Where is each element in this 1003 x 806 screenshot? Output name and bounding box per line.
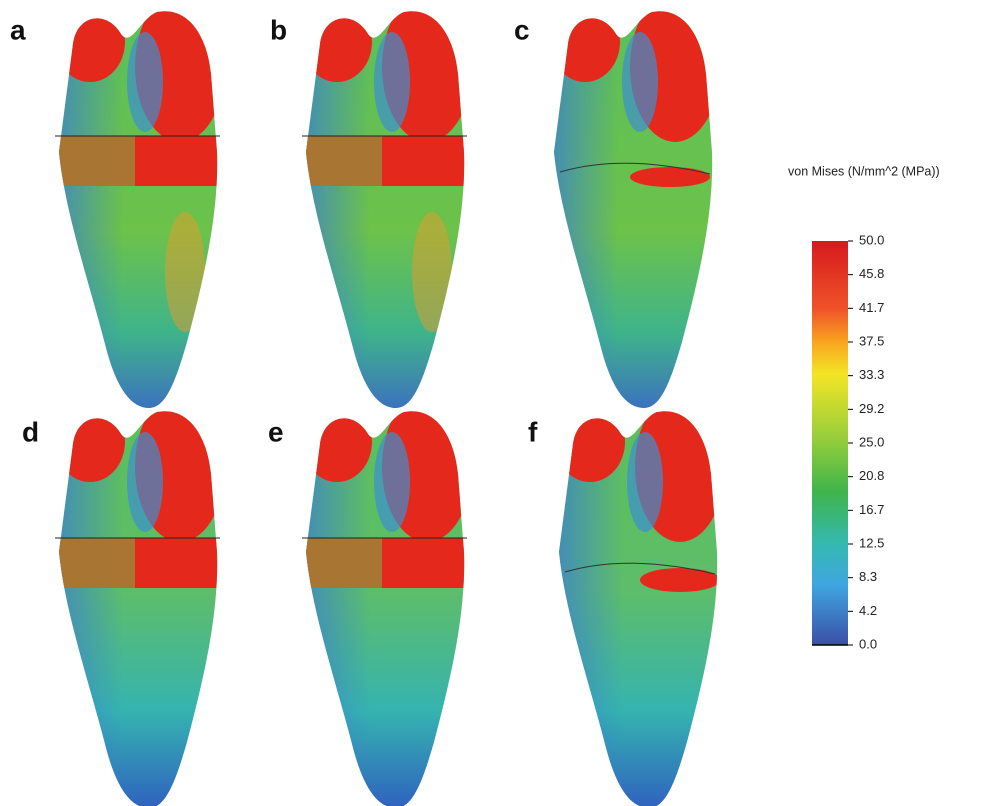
tick-label: 33.3 xyxy=(859,367,884,382)
color-bar-ticks: 50.0 45.8 41.7 37.5 33.3 29.2 25.0 20.8 16.7 12.5… xyxy=(848,232,884,651)
tooth-a xyxy=(55,0,225,412)
tick-label: 20.8 xyxy=(859,468,884,483)
tooth-e xyxy=(302,392,472,806)
tick-label: 16.7 xyxy=(859,502,884,517)
tooth-f xyxy=(555,392,725,806)
tick-label: 12.5 xyxy=(859,535,884,550)
tick-label: 8.3 xyxy=(859,569,877,584)
tick-label: 0.0 xyxy=(859,636,877,651)
tooth-d xyxy=(55,392,225,806)
panel-label: b xyxy=(270,14,287,45)
tick-label: 41.7 xyxy=(859,300,884,315)
figure: a b c d e f von Mises (N/mm^2 (MPa)) 50.… xyxy=(0,0,1003,806)
color-bar xyxy=(812,241,848,645)
tooth-c xyxy=(550,0,720,412)
panel-label: d xyxy=(22,416,39,447)
panel-label: f xyxy=(528,416,538,447)
tick-label: 29.2 xyxy=(859,401,884,416)
tick-label: 50.0 xyxy=(859,232,884,247)
legend-title: von Mises (N/mm^2 (MPa)) xyxy=(788,164,940,178)
tick-label: 25.0 xyxy=(859,434,884,449)
tick-label: 37.5 xyxy=(859,333,884,348)
tooth-models xyxy=(55,0,725,806)
panel-label: c xyxy=(514,14,530,45)
tick-label: 4.2 xyxy=(859,603,877,618)
panel-label: a xyxy=(10,14,26,45)
tick-label: 45.8 xyxy=(859,266,884,281)
tooth-b xyxy=(302,0,472,412)
panel-label: e xyxy=(268,416,284,447)
